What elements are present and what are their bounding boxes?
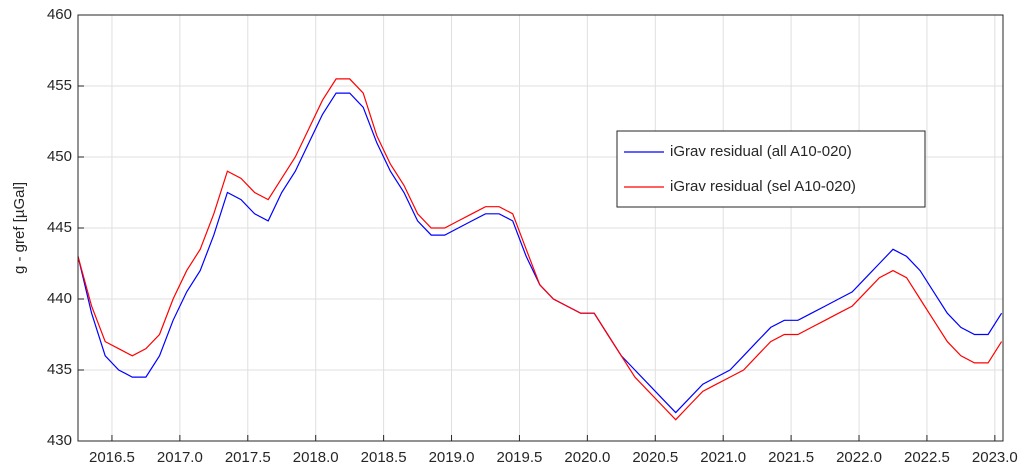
data-line xyxy=(77,78,1003,421)
x-tick-label: 2016.5 xyxy=(89,449,135,466)
x-tick-label: 2022.5 xyxy=(904,449,950,466)
x-tick-label: 2019.0 xyxy=(429,449,475,466)
x-tick-label: 2021.0 xyxy=(700,449,746,466)
x-tick-label: 2020.5 xyxy=(632,449,678,466)
legend: iGrav residual (all A10-020) iGrav residu… xyxy=(616,130,926,208)
x-tick-label: 2017.5 xyxy=(225,449,271,466)
legend-label: iGrav residual (all A10-020) xyxy=(670,143,852,160)
legend-box xyxy=(616,130,926,208)
plot-frame xyxy=(77,14,1004,442)
x-tick-label: 2020.0 xyxy=(564,449,610,466)
x-tick-label: 2017.0 xyxy=(157,449,203,466)
y-tick-label: 435 xyxy=(47,361,72,378)
y-tick-label: 450 xyxy=(47,148,72,165)
legend-label: iGrav residual (sel A10-020) xyxy=(670,178,856,195)
y-axis-label: g - gref [µGal] xyxy=(11,182,28,274)
x-tick-label: 2023.0 xyxy=(972,449,1018,466)
x-tick-label: 2019.5 xyxy=(497,449,543,466)
y-tick-label: 440 xyxy=(47,290,72,307)
y-tick-label: 455 xyxy=(47,77,72,94)
y-tick-label: 430 xyxy=(47,432,72,449)
y-tick-label: 460 xyxy=(47,6,72,23)
x-tick-label: 2018.5 xyxy=(361,449,407,466)
x-tick-label: 2022.0 xyxy=(836,449,882,466)
y-tick-label: 445 xyxy=(47,219,72,236)
x-tick-label: 2021.5 xyxy=(768,449,814,466)
x-tick-label: 2018.0 xyxy=(293,449,339,466)
